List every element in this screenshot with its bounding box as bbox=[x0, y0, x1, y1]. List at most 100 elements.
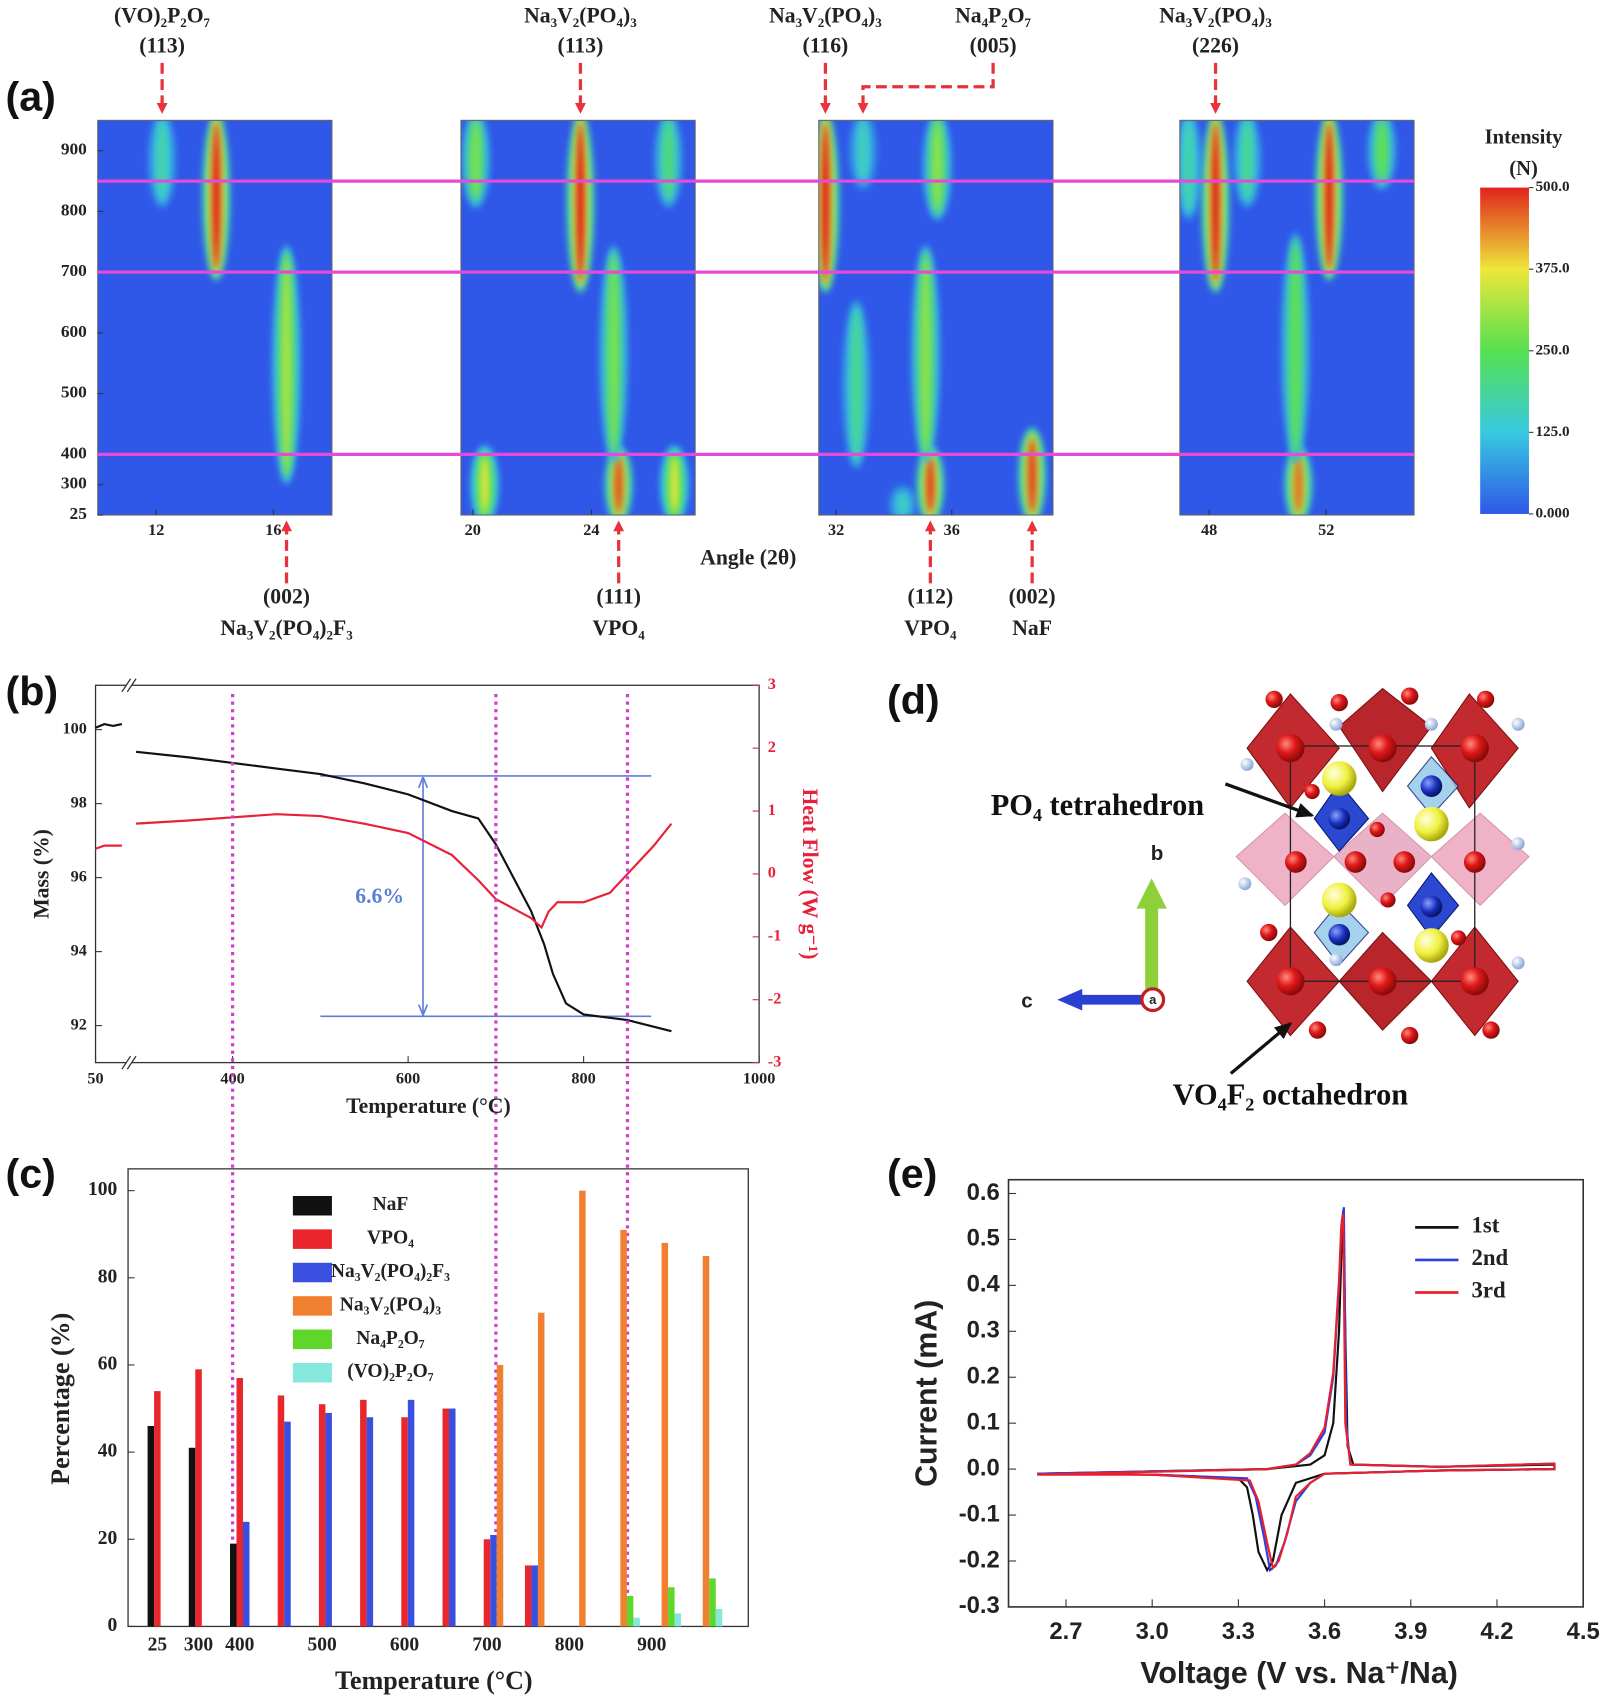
line-series bbox=[1037, 1214, 1556, 1571]
panel-frame bbox=[818, 119, 1054, 516]
panel-label: (e) bbox=[887, 1150, 937, 1196]
y-tick-label: 0 bbox=[107, 1615, 117, 1636]
panel-frame bbox=[1179, 119, 1415, 516]
bar bbox=[284, 1421, 291, 1627]
y-tick-label: 60 bbox=[98, 1353, 118, 1374]
bar bbox=[579, 1190, 586, 1627]
colorbar-title: Intensity bbox=[1485, 127, 1564, 149]
y-tick-label: 0.4 bbox=[967, 1271, 1001, 1298]
y-axis-title: Mass (%) bbox=[29, 829, 53, 919]
colorbar-tick-label: 500.0 bbox=[1535, 178, 1570, 195]
axis-break-mark bbox=[126, 678, 137, 693]
colorbar-title: (N) bbox=[1509, 158, 1538, 180]
colorbar-tick-label: 0.000 bbox=[1535, 504, 1570, 521]
legend-swatch bbox=[292, 1195, 332, 1216]
plot-frame bbox=[94, 684, 760, 1064]
peak bbox=[1377, 122, 1387, 179]
bar bbox=[531, 1565, 538, 1627]
peak bbox=[1291, 243, 1300, 453]
annotation: (005) bbox=[970, 34, 1017, 58]
peak bbox=[1184, 122, 1193, 210]
bar bbox=[702, 1256, 710, 1627]
colorbar bbox=[1480, 187, 1529, 514]
x-tick-label: 12 bbox=[148, 521, 164, 539]
heatmap-panel bbox=[1179, 120, 1415, 516]
annotation: Na₃V₂(PO₄)₂F₃ bbox=[220, 616, 353, 640]
axis-break bbox=[126, 1059, 132, 1066]
x-tick-label: 700 bbox=[472, 1634, 501, 1655]
annotation: Na₃V₂(PO₄)₃ bbox=[524, 3, 637, 27]
annotation-arrow bbox=[857, 62, 995, 114]
pointer-arrow bbox=[1224, 782, 1315, 818]
y2-tick-label: 1 bbox=[768, 801, 776, 819]
panel-label: (b) bbox=[6, 668, 59, 714]
annotation: (116) bbox=[803, 34, 849, 58]
bar bbox=[236, 1378, 244, 1627]
bar bbox=[524, 1565, 532, 1627]
x-tick-label: 3.9 bbox=[1394, 1618, 1427, 1645]
y-tick-label: -0.3 bbox=[959, 1592, 1000, 1619]
annotation: (112) bbox=[907, 584, 953, 608]
y-tick-label: 0.3 bbox=[967, 1317, 1000, 1344]
x-axis-title: Temperature (°C) bbox=[346, 1094, 511, 1118]
annotation: VPO₄ bbox=[904, 616, 957, 640]
y-tick-label: 94 bbox=[71, 941, 87, 959]
bar bbox=[366, 1417, 374, 1627]
peak bbox=[926, 456, 935, 513]
bar bbox=[188, 1447, 196, 1627]
bar bbox=[537, 1312, 545, 1627]
legend-label: NaF bbox=[373, 1194, 409, 1215]
peak bbox=[614, 456, 624, 513]
bracket-label: 6.6% bbox=[355, 884, 404, 908]
bar bbox=[318, 1404, 326, 1627]
axis-a bbox=[1140, 987, 1166, 1013]
atoms bbox=[1238, 687, 1525, 1045]
y-tick-label: 500 bbox=[61, 383, 87, 402]
legend-label: Na₃V₂(PO₄)₃ bbox=[340, 1294, 442, 1315]
bar bbox=[277, 1395, 285, 1627]
x-tick-label: 600 bbox=[396, 1070, 420, 1088]
crystal-structure: b c a PO₄ tetrahedron VO₄F₂ octahedron (… bbox=[887, 677, 1530, 1111]
peak bbox=[480, 456, 490, 513]
x-axis-title: Voltage (V vs. Na⁺/Na) bbox=[1140, 1657, 1457, 1690]
y-tick-label: 900 bbox=[61, 140, 87, 159]
plot-frame bbox=[1007, 1178, 1585, 1608]
axis-c-head bbox=[1057, 988, 1083, 1011]
legend-label: Na₃V₂(PO₄)₂F₃ bbox=[331, 1261, 450, 1282]
x-tick-label: 600 bbox=[390, 1634, 419, 1655]
y-tick-label: 92 bbox=[71, 1015, 87, 1033]
y2-tick-label: -1 bbox=[768, 927, 782, 945]
bar bbox=[449, 1408, 456, 1627]
y-tick-label: 400 bbox=[61, 443, 87, 462]
x-tick-label: 25 bbox=[148, 1634, 168, 1655]
line-series bbox=[95, 844, 122, 850]
x-tick-label: 24 bbox=[583, 521, 599, 539]
y2-tick-label: 0 bbox=[768, 864, 776, 882]
legend-label: 2nd bbox=[1472, 1245, 1509, 1270]
bar bbox=[195, 1369, 202, 1627]
bar bbox=[633, 1617, 640, 1627]
colorbar-tick-label: 125.0 bbox=[1535, 423, 1570, 440]
x-axis-title: Temperature (°C) bbox=[335, 1666, 533, 1695]
axis-b-head bbox=[1136, 878, 1167, 909]
x-tick-label: 50 bbox=[87, 1070, 103, 1088]
line-series bbox=[95, 722, 123, 729]
panel-frame bbox=[460, 119, 696, 516]
plot-frame bbox=[127, 1168, 749, 1628]
bar bbox=[674, 1613, 682, 1627]
annotation: Na₃V₂(PO₄)₃ bbox=[1159, 3, 1272, 27]
peak bbox=[282, 256, 291, 474]
peak bbox=[670, 456, 679, 513]
bar bbox=[490, 1534, 497, 1627]
peak bbox=[1242, 122, 1252, 198]
bar bbox=[154, 1391, 161, 1627]
bar bbox=[626, 1595, 634, 1627]
y-tick-label: 0.6 bbox=[967, 1179, 1000, 1206]
peak bbox=[664, 122, 673, 198]
panel-label: (a) bbox=[6, 74, 56, 120]
bar bbox=[483, 1539, 491, 1627]
bar bbox=[709, 1578, 716, 1627]
y-tick-label: 0.1 bbox=[967, 1408, 1000, 1435]
y2-tick-label: 2 bbox=[768, 738, 776, 756]
